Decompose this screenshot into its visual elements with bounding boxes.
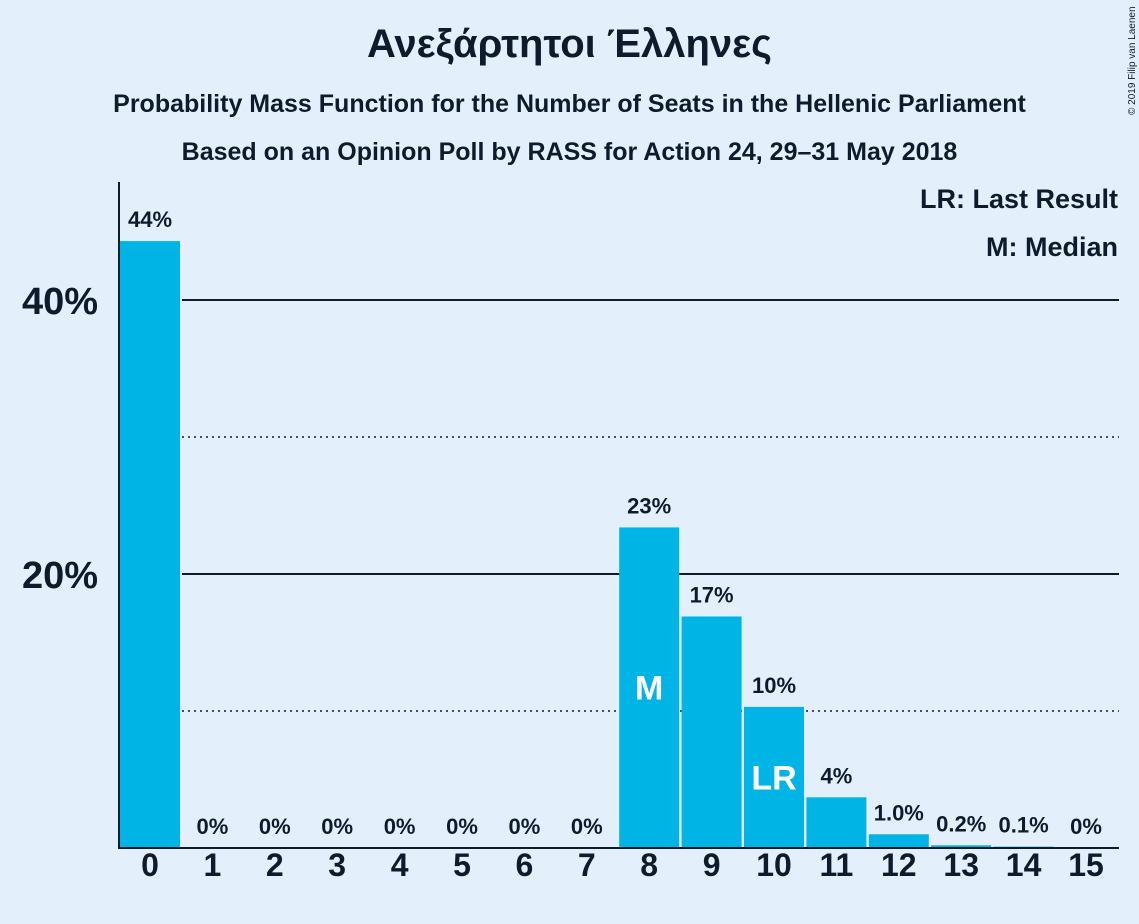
x-tick-label: 8: [640, 847, 658, 883]
x-tick-label: 5: [453, 847, 471, 883]
bar: [120, 241, 180, 849]
data-label: 0.1%: [999, 813, 1049, 838]
data-label: 10%: [752, 673, 796, 698]
data-label: 0%: [259, 814, 291, 839]
x-tick-label: 15: [1068, 847, 1104, 883]
x-tick-label: 0: [141, 847, 159, 883]
x-tick-label: 9: [703, 847, 721, 883]
bar: [681, 616, 742, 848]
bar: [744, 706, 804, 848]
legend-median: M: Median: [986, 232, 1118, 262]
x-tick-label: 3: [328, 847, 346, 883]
data-label: 0%: [571, 814, 603, 839]
x-tick-label: 1: [204, 847, 222, 883]
bar: [868, 834, 929, 848]
data-label: 0%: [509, 814, 541, 839]
chart-title: Ανεξάρτητοι Έλληνες: [367, 22, 772, 66]
x-tick-label: 11: [819, 847, 853, 883]
data-label: 0%: [1070, 814, 1102, 839]
last-result-marker: LR: [751, 759, 796, 797]
data-label: 0%: [197, 814, 229, 839]
y-tick-label: 20%: [22, 555, 98, 597]
data-label: 0.2%: [936, 811, 986, 836]
legend-last-result: LR: Last Result: [919, 184, 1118, 214]
median-marker: M: [635, 670, 663, 708]
x-tick-label: 10: [756, 847, 792, 883]
x-tick-label: 4: [391, 847, 409, 883]
bar: [931, 845, 992, 848]
chart-subtitle-poll: Based on an Opinion Poll by RASS for Act…: [181, 138, 958, 166]
x-tick-label: 14: [1006, 847, 1042, 883]
data-label: 17%: [690, 582, 734, 607]
bar: [619, 527, 680, 848]
data-label: 0%: [384, 814, 416, 839]
data-label: 23%: [627, 493, 671, 518]
x-tick-label: 6: [516, 847, 534, 883]
x-tick-label: 12: [881, 847, 917, 883]
data-label: 0%: [321, 814, 353, 839]
x-tick-label: 2: [266, 847, 284, 883]
x-tick-label: 7: [578, 847, 596, 883]
data-label: 4%: [821, 763, 853, 788]
data-label: 0%: [446, 814, 478, 839]
chart-subtitle: Probability Mass Function for the Number…: [113, 90, 1026, 118]
bar: [806, 797, 867, 848]
data-label: 44%: [128, 207, 172, 232]
x-tick-label: 13: [943, 847, 979, 883]
data-label: 1.0%: [874, 800, 924, 825]
y-tick-label: 40%: [22, 281, 98, 323]
